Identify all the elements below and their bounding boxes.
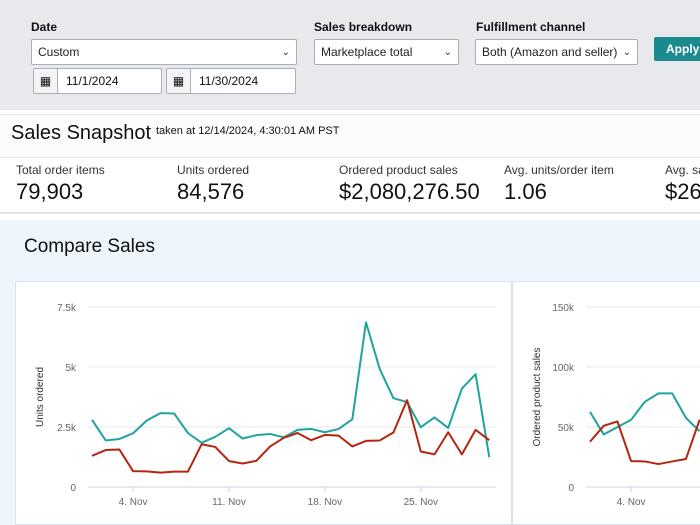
snapshot-metrics: Total order items 79,903 Units ordered 84,… bbox=[0, 158, 700, 214]
date-range-select[interactable]: Custom ⌄ bbox=[31, 39, 297, 65]
x-tick-label: 25. Nov bbox=[404, 497, 438, 508]
y-tick-label: 7.5k bbox=[57, 303, 77, 314]
metric-ordered-product-sales: Ordered product sales $2,080,276.50 bbox=[339, 163, 480, 205]
metric-label: Avg. sa bbox=[665, 163, 700, 177]
series-line-teal bbox=[91, 321, 491, 458]
channel-label: Fulfillment channel bbox=[476, 20, 586, 34]
x-tick-label: 4. Nov bbox=[119, 497, 148, 508]
y-tick-label: 0 bbox=[70, 483, 76, 494]
metric-label: Avg. units/order item bbox=[504, 163, 614, 177]
series-line-red bbox=[589, 419, 700, 466]
snapshot-header: Sales Snapshot taken at 12/14/2024, 4:30… bbox=[0, 114, 700, 158]
metric-value: 84,576 bbox=[177, 179, 245, 204]
units-ordered-chart: 0 2.5k 5k 7.5k 4. Nov 11. Nov 18. Nov 25. Nov Un… bbox=[35, 303, 496, 508]
y-tick-label: 2.5k bbox=[57, 423, 77, 434]
chevron-down-icon: ⌄ bbox=[281, 46, 290, 58]
metric-avg-units: Avg. units/order item 1.06 bbox=[504, 163, 614, 205]
metric-label: Units ordered bbox=[177, 163, 250, 177]
date-label: Date bbox=[31, 20, 58, 34]
compare-sales-section: Compare Sales 0 2.5k 5k 7.5k 4. Nov 11. Nov 18… bbox=[0, 220, 700, 525]
end-date-field[interactable]: ▦ 11/30/2024 bbox=[166, 68, 296, 94]
units-ordered-chart-card: 0 2.5k 5k 7.5k 4. Nov 11. Nov 18. Nov 25. Nov Un… bbox=[15, 281, 512, 525]
filter-bar: Date Custom ⌄ ▦ 11/1/2024 ▦ 11/30/2024 Sale… bbox=[0, 0, 700, 110]
snapshot-timestamp: taken at 12/14/2024, 4:30:01 AM PST bbox=[156, 125, 340, 137]
y-tick-label: 150k bbox=[552, 303, 575, 314]
apply-button[interactable]: Apply bbox=[654, 37, 700, 61]
y-axis-label: Ordered product sales bbox=[532, 348, 543, 447]
channel-value: Both (Amazon and seller) bbox=[482, 45, 618, 59]
date-range-value: Custom bbox=[38, 45, 80, 59]
metric-value: 1.06 bbox=[504, 179, 547, 204]
snapshot-title: Sales Snapshot bbox=[11, 122, 152, 144]
end-date-value[interactable]: 11/30/2024 bbox=[199, 74, 259, 88]
compare-sales-title: Compare Sales bbox=[24, 236, 155, 257]
chevron-down-icon: ⌄ bbox=[622, 46, 631, 58]
chevron-down-icon: ⌄ bbox=[443, 46, 452, 58]
start-date-value[interactable]: 11/1/2024 bbox=[66, 74, 119, 88]
product-sales-chart: 0 50k 100k 150k 4. Nov Ordered product sales bbox=[532, 303, 700, 508]
series-line-teal bbox=[589, 392, 700, 436]
metric-avg-sales: Avg. sa $26 bbox=[665, 163, 700, 205]
breakdown-value: Marketplace total bbox=[321, 45, 413, 59]
x-tick-label: 18. Nov bbox=[308, 497, 342, 508]
metric-value: $26 bbox=[665, 179, 700, 204]
product-sales-chart-card: 0 50k 100k 150k 4. Nov Ordered product sales bbox=[512, 281, 700, 525]
start-date-field[interactable]: ▦ 11/1/2024 bbox=[33, 68, 162, 94]
metric-total-order-items: Total order items 79,903 bbox=[16, 163, 105, 205]
calendar-icon[interactable]: ▦ bbox=[167, 69, 191, 93]
y-axis-label: Units ordered bbox=[35, 367, 46, 427]
fulfillment-channel-select[interactable]: Both (Amazon and seller) ⌄ bbox=[475, 39, 638, 65]
y-tick-label: 50k bbox=[558, 423, 575, 434]
metric-value: 79,903 bbox=[16, 179, 84, 204]
metric-units-ordered: Units ordered 84,576 bbox=[177, 163, 249, 205]
y-tick-label: 5k bbox=[65, 363, 77, 374]
metric-label: Total order items bbox=[16, 163, 105, 177]
y-tick-label: 100k bbox=[552, 363, 575, 374]
sales-breakdown-select[interactable]: Marketplace total ⌄ bbox=[314, 39, 459, 65]
x-tick-label: 4. Nov bbox=[617, 497, 646, 508]
metric-value: $2,080,276.50 bbox=[339, 179, 480, 204]
breakdown-label: Sales breakdown bbox=[314, 20, 413, 34]
series-line-red bbox=[91, 399, 490, 474]
x-tick-label: 11. Nov bbox=[212, 497, 246, 508]
metric-label: Ordered product sales bbox=[339, 163, 458, 177]
calendar-icon[interactable]: ▦ bbox=[34, 69, 58, 93]
y-tick-label: 0 bbox=[568, 483, 574, 494]
